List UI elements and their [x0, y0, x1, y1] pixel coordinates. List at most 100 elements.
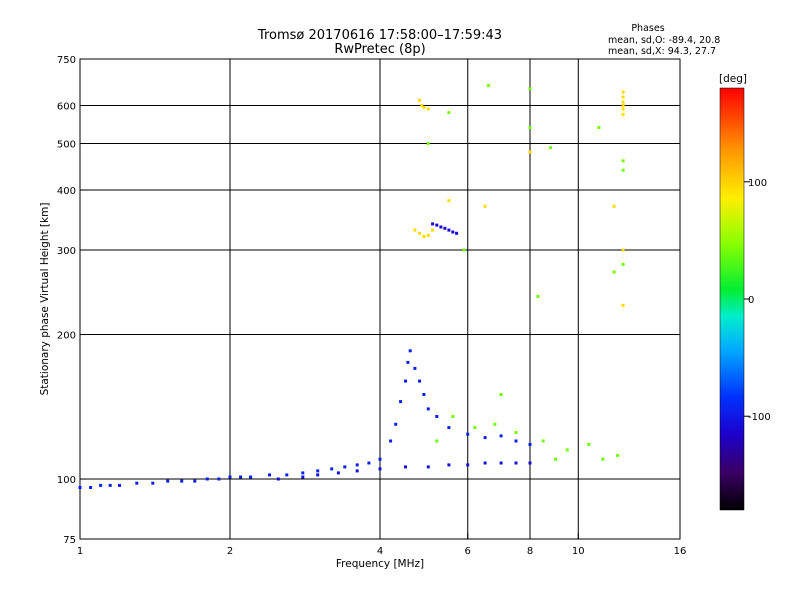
point-s0-35 [447, 426, 451, 430]
data-points [78, 84, 625, 489]
point-s3-18 [612, 204, 616, 208]
point-s0-8 [180, 479, 184, 483]
point-s0-3 [108, 483, 112, 487]
point-s0-36 [466, 432, 470, 436]
point-s4-2 [473, 426, 477, 430]
point-s2-4 [447, 228, 451, 232]
x-tick-label-3: 6 [465, 546, 471, 557]
point-s4-20 [621, 168, 625, 172]
point-s4-5 [514, 431, 518, 434]
stats-line-x: mean, sd,X: 94.3, 27.7 [608, 46, 716, 57]
point-s4-11 [616, 453, 620, 457]
plot-area: 1 2 4 6 8 10 16 75 100 200 300 400 500 600 750 [57, 55, 686, 557]
point-s1-1 [301, 475, 305, 479]
x-tick-label-2: 4 [377, 546, 383, 557]
x-tick-label-0: 1 [77, 546, 83, 557]
point-s3-12 [621, 104, 625, 107]
point-s1-5 [378, 467, 382, 471]
point-s3-6 [420, 104, 424, 107]
point-s0-37 [483, 436, 487, 440]
point-s0-34 [435, 415, 439, 418]
gridlines [80, 59, 680, 539]
point-s0-2 [99, 483, 103, 487]
phase-colorbar: [deg] 100 0 -100 [719, 73, 771, 511]
colorbar-label: [deg] [719, 73, 747, 85]
point-s2-0 [431, 222, 435, 226]
x-axis-ticks: 1 2 4 6 8 10 16 [77, 533, 687, 557]
point-s0-16 [285, 473, 289, 477]
point-s1-3 [336, 471, 340, 475]
point-s3-0 [413, 228, 417, 232]
point-s0-10 [205, 477, 209, 481]
point-s2-3 [443, 226, 447, 230]
point-s0-38 [499, 434, 503, 438]
point-s4-9 [587, 443, 591, 446]
colorbar-gradient [719, 87, 745, 511]
point-s3-15 [447, 199, 451, 203]
point-s0-27 [404, 379, 407, 383]
point-s3-17 [528, 150, 532, 154]
point-s0-25 [394, 422, 398, 426]
point-s1-8 [447, 463, 451, 467]
y-tick-label-1: 100 [57, 475, 76, 486]
y-axis-label: Stationary phase Virtual Height [km] [39, 203, 51, 396]
y-tick-label-3: 300 [57, 246, 76, 257]
x-tick-label-5: 10 [572, 546, 585, 557]
point-s4-14 [486, 84, 490, 88]
point-s3-20 [621, 303, 625, 307]
point-s3-1 [418, 231, 421, 235]
colorbar-ticks: 100 0 -100 [744, 178, 771, 423]
point-s2-2 [439, 225, 443, 229]
point-s3-19 [621, 248, 625, 252]
point-s0-9 [193, 479, 197, 483]
point-s3-14 [621, 112, 625, 116]
point-s1-10 [483, 461, 487, 465]
point-s4-4 [499, 393, 503, 396]
point-s0-0 [78, 486, 82, 489]
point-s0-23 [378, 457, 382, 461]
point-s4-16 [528, 126, 532, 129]
point-s3-7 [422, 105, 426, 109]
point-s0-31 [418, 379, 421, 383]
point-s1-0 [276, 477, 280, 481]
point-s0-11 [217, 477, 221, 481]
y-tick-label-0: 75 [63, 535, 76, 546]
point-s0-12 [228, 475, 232, 479]
point-s0-15 [268, 473, 271, 477]
point-s4-24 [536, 295, 540, 298]
point-s0-14 [249, 475, 253, 479]
point-s1-2 [316, 473, 320, 477]
x-axis-label: Frequency [MHz] [336, 558, 424, 570]
y-tick-label-2: 200 [57, 331, 76, 342]
point-s4-22 [621, 262, 625, 266]
point-s4-10 [601, 457, 605, 461]
point-s0-13 [239, 475, 243, 479]
point-s2-5 [451, 230, 455, 234]
colorbar-tick-label-1: 0 [748, 295, 754, 306]
x-tick-label-6: 16 [674, 546, 687, 557]
point-s0-4 [118, 483, 121, 487]
point-s0-33 [426, 407, 430, 411]
stats-line-o: mean, sd,O: -89.4, 20.8 [608, 35, 720, 46]
point-s3-11 [621, 100, 625, 104]
point-s2-6 [455, 231, 459, 235]
point-s0-19 [330, 467, 334, 471]
point-s3-5 [418, 98, 421, 102]
point-s3-3 [426, 233, 430, 237]
point-s1-13 [528, 461, 532, 465]
point-s4-8 [565, 448, 569, 452]
y-tick-label-4: 400 [57, 186, 76, 197]
point-s4-1 [451, 415, 455, 418]
point-s0-29 [408, 349, 412, 353]
point-s4-7 [554, 457, 557, 461]
point-s3-8 [426, 107, 430, 111]
point-s3-4 [431, 228, 435, 232]
point-s3-16 [483, 204, 487, 208]
point-s0-39 [514, 439, 518, 443]
point-s4-17 [549, 146, 553, 150]
point-s3-2 [422, 235, 426, 239]
x-tick-label-4: 8 [527, 546, 533, 557]
point-s0-1 [89, 486, 93, 489]
point-s1-11 [499, 461, 503, 465]
